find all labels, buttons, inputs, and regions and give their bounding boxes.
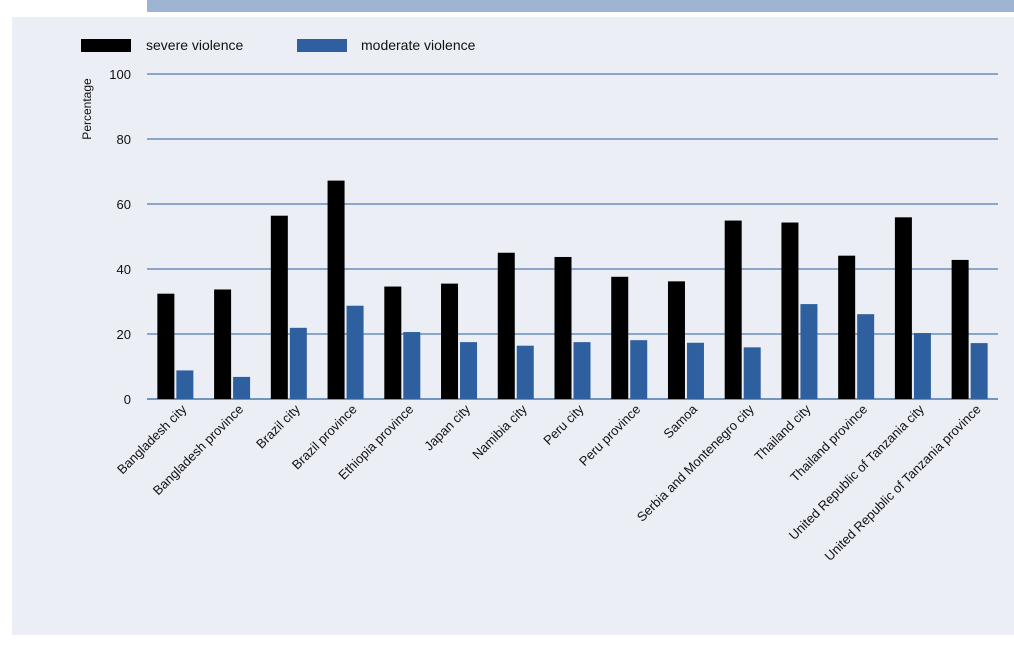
bar-moderate-0	[176, 370, 194, 399]
bar-severe-13	[894, 217, 912, 399]
bar-moderate-6	[516, 345, 534, 399]
bar-severe-7	[554, 256, 572, 399]
bar-severe-11	[781, 222, 799, 399]
title-strip	[147, 0, 1014, 12]
y-axis-title: Percentage	[80, 78, 94, 140]
legend-swatch-severe	[81, 39, 131, 52]
y-tick-label: 100	[109, 67, 131, 82]
y-tick-label: 60	[117, 197, 131, 212]
bar-severe-8	[611, 276, 629, 399]
x-tick-label: Namibia city	[469, 401, 530, 462]
bar-moderate-2	[289, 327, 307, 399]
x-tick-label: Peru city	[540, 401, 587, 448]
bar-moderate-10	[743, 347, 761, 399]
bar-moderate-11	[800, 304, 818, 399]
x-tick-label: Samoa	[660, 401, 700, 441]
bar-moderate-8	[630, 340, 648, 399]
legend-label-severe: severe violence	[146, 37, 243, 53]
bars	[157, 180, 988, 399]
x-tick-label: Brazil city	[253, 401, 303, 451]
bar-severe-9	[667, 281, 685, 399]
y-tick-label: 80	[117, 132, 131, 147]
y-tick-labels: 0 20 40 60 80 100	[109, 67, 131, 407]
bar-severe-2	[270, 215, 288, 399]
bar-severe-1	[214, 289, 232, 399]
bar-moderate-5	[460, 342, 478, 399]
y-tick-label: 0	[124, 392, 131, 407]
bar-severe-10	[724, 220, 742, 399]
x-tick-label: Serbia and Montenegro city	[634, 401, 757, 524]
legend: severe violence moderate violence	[81, 37, 476, 53]
bar-severe-0	[157, 293, 175, 399]
bar-severe-12	[838, 255, 856, 399]
legend-swatch-moderate	[297, 39, 347, 52]
bar-moderate-1	[233, 376, 251, 399]
bar-moderate-12	[857, 314, 875, 399]
x-tick-label: Japan city	[421, 401, 473, 453]
x-tick-label: Peru province	[576, 402, 643, 469]
bar-moderate-3	[346, 305, 364, 399]
bar-moderate-9	[686, 342, 704, 399]
bar-moderate-7	[573, 342, 591, 399]
bar-severe-6	[497, 252, 515, 399]
bar-severe-5	[441, 283, 459, 399]
bar-severe-3	[327, 180, 345, 399]
legend-label-moderate: moderate violence	[361, 37, 476, 53]
gridlines	[147, 73, 998, 400]
x-tick-label: Thailand city	[751, 401, 814, 464]
bar-severe-14	[951, 259, 969, 399]
y-tick-label: 40	[117, 262, 131, 277]
bar-moderate-4	[403, 332, 421, 399]
y-tick-label: 20	[117, 327, 131, 342]
bar-moderate-13	[913, 333, 931, 399]
bar-severe-4	[384, 286, 402, 399]
bar-moderate-14	[970, 343, 988, 399]
